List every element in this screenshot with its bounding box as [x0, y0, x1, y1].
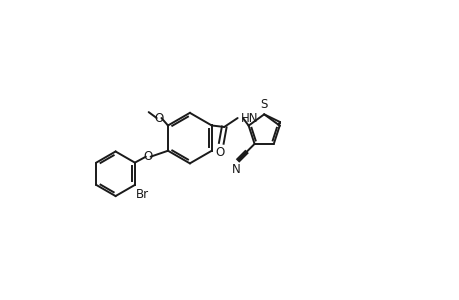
Text: O: O: [143, 150, 152, 163]
Text: Br: Br: [136, 188, 149, 201]
Text: HN: HN: [240, 112, 257, 124]
Text: O: O: [215, 146, 224, 159]
Text: N: N: [232, 163, 241, 176]
Text: O: O: [154, 112, 163, 124]
Text: S: S: [260, 98, 267, 111]
